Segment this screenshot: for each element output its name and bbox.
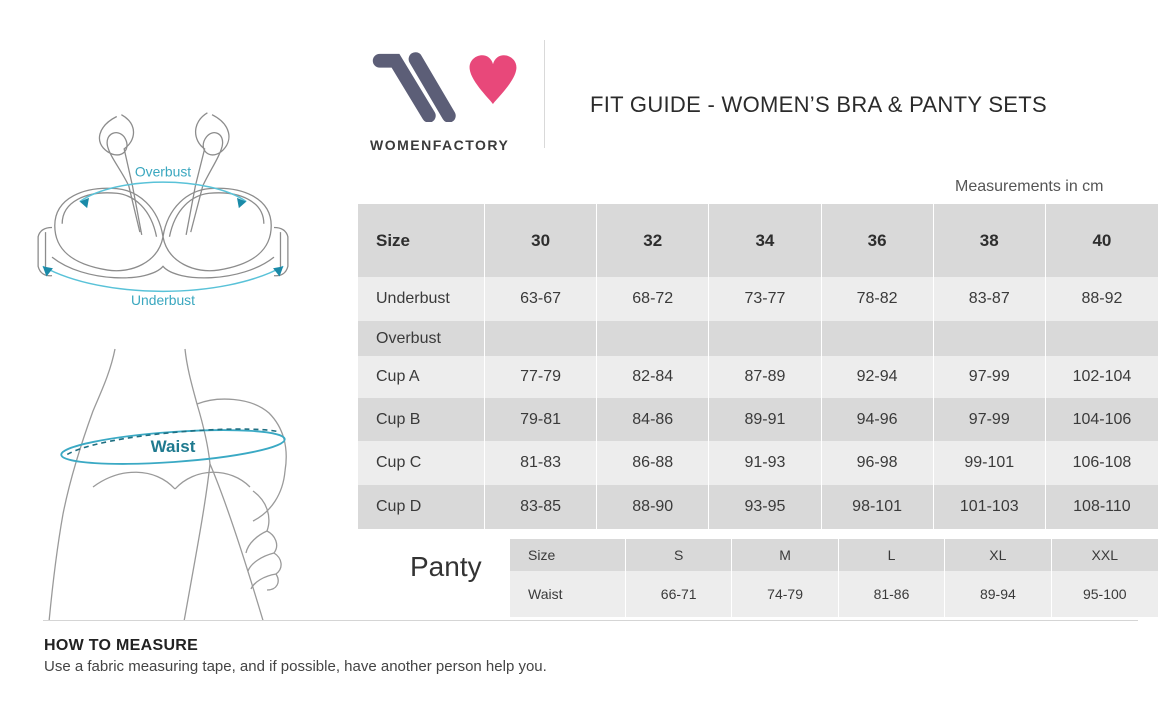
svg-text:Overbust: Overbust — [135, 164, 191, 180]
svg-text:Waist: Waist — [151, 437, 196, 456]
svg-text:Underbust: Underbust — [131, 292, 195, 308]
